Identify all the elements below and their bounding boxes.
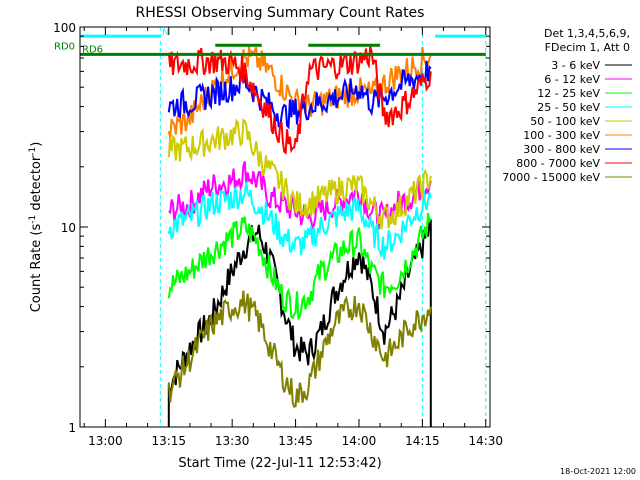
legend-label-2: 12 - 25 keV (537, 87, 600, 100)
y-axis-title-main: Count Rate (s (29, 224, 44, 313)
legend-label-3: 25 - 50 keV (537, 101, 600, 114)
legend-header-1: FDecim 1, Att 0 (545, 41, 630, 54)
timestamp: 18-Oct-2021 12:00 (560, 467, 636, 476)
y-tick-label-1: 10 (61, 221, 76, 235)
legend-header-0: Det 1,3,4,5,6,9, (544, 27, 630, 40)
series-line-1 (168, 161, 432, 231)
flag-label-n: N (162, 28, 169, 38)
y-axis: 1 10 100 (53, 21, 490, 435)
x-tick-label-4: 14:00 (342, 434, 377, 448)
plot-area: N RD0 RD6 (54, 27, 487, 427)
x-tick-label-6: 14:30 (468, 434, 503, 448)
series-line-4 (167, 118, 432, 230)
legend-label-7: 800 - 7000 keV (516, 157, 600, 170)
series-line-3 (167, 181, 432, 260)
x-tick-label-3: 13:45 (278, 434, 313, 448)
chart-title: RHESSI Observing Summary Count Rates (136, 5, 425, 21)
y-axis-title-end: ) (29, 142, 44, 147)
series-line-2 (167, 212, 432, 321)
y-axis-title-sup-2: -1 (28, 147, 38, 156)
y-tick-label-0: 1 (68, 421, 76, 435)
x-tick-label-0: 13:00 (88, 434, 123, 448)
x-axis-title: Start Time (22-Jul-11 12:53:42) (178, 456, 381, 471)
x-tick-label-1: 13:15 (151, 434, 186, 448)
legend: Det 1,3,4,5,6,9,FDecim 1, Att 0 3 - 6 keV… (502, 27, 632, 184)
legend-label-8: 7000 - 15000 keV (502, 171, 600, 184)
y-axis-title: Count Rate (s-1 detector-1) (28, 142, 44, 313)
series-line-7 (167, 46, 432, 155)
y-tick-label-2: 100 (53, 21, 76, 35)
legend-label-4: 50 - 100 keV (530, 115, 600, 128)
x-tick-label-5: 14:15 (405, 434, 440, 448)
legend-label-1: 6 - 12 keV (544, 73, 600, 86)
flag-label-rd0: RD0 (54, 41, 75, 52)
legend-label-6: 300 - 800 keV (523, 143, 600, 156)
series-line-8 (167, 290, 432, 408)
y-axis-title-tail: detector (29, 155, 44, 215)
legend-label-0: 3 - 6 keV (551, 59, 600, 72)
flag-label-rd6: RD6 (82, 44, 103, 55)
y-axis-title-sup-1: -1 (28, 215, 38, 224)
x-axis: 13:00 13:15 13:30 13:45 14:00 14:15 14:30 (83, 27, 503, 448)
legend-label-5: 100 - 300 keV (523, 129, 600, 142)
x-tick-label-2: 13:30 (215, 434, 250, 448)
